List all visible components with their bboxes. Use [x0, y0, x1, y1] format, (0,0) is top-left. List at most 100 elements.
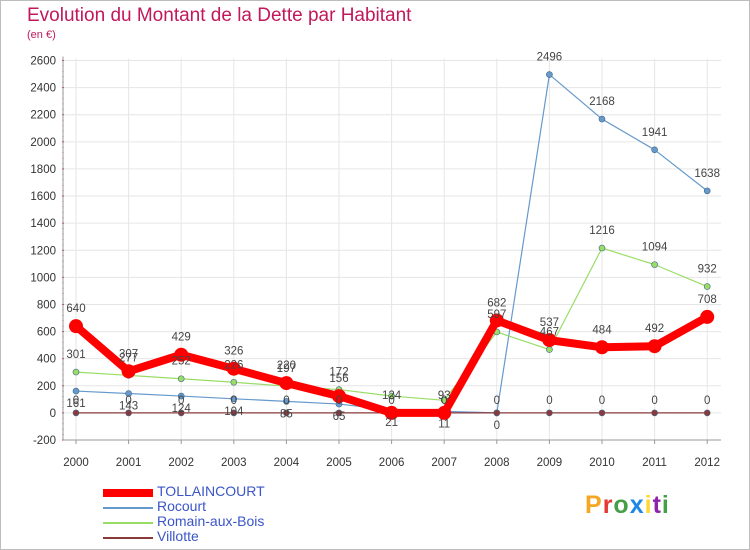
- data-point: [703, 187, 711, 195]
- x-tick-label: 2004: [274, 457, 300, 469]
- data-label: 0: [388, 395, 394, 407]
- data-label: 429: [172, 332, 191, 344]
- data-label: 0: [441, 395, 447, 407]
- x-tick-label: 2008: [484, 457, 510, 469]
- data-point: [121, 364, 136, 379]
- data-point: [651, 146, 658, 154]
- y-tick-label: 400: [37, 354, 56, 366]
- x-tick-label: 2000: [63, 457, 89, 469]
- data-label: 0: [231, 395, 237, 407]
- data-label: 492: [645, 323, 664, 335]
- data-label: 124: [172, 403, 192, 415]
- x-tick-label: 2012: [694, 457, 720, 469]
- x-tick-label: 2002: [168, 457, 194, 469]
- logo-letter: i: [661, 491, 670, 519]
- y-tick-label: 1200: [30, 245, 56, 257]
- data-label: 172: [329, 367, 348, 379]
- x-tick-label: 2001: [116, 457, 142, 469]
- data-label: 0: [494, 395, 500, 407]
- data-label: 0: [651, 395, 657, 407]
- y-tick-label: 200: [37, 381, 56, 393]
- data-point: [598, 409, 606, 417]
- data-point: [595, 340, 609, 355]
- data-label: 326: [224, 346, 243, 358]
- x-tick-label: 2006: [379, 457, 405, 469]
- data-point: [647, 339, 662, 354]
- data-point: [542, 333, 557, 348]
- logo-letter: i: [644, 491, 653, 519]
- data-point: [703, 409, 711, 417]
- data-label: 537: [540, 317, 559, 329]
- data-label: 1638: [694, 168, 720, 180]
- x-tick-label: 2009: [537, 457, 563, 469]
- data-point: [174, 347, 189, 362]
- series-tollaincourt: [69, 309, 715, 420]
- y-tick-label: -200: [33, 435, 56, 447]
- y-tick-label: 2000: [30, 137, 56, 149]
- data-label: 197: [277, 363, 296, 375]
- data-point: [700, 309, 715, 324]
- series-romain-aux-bois: [72, 244, 711, 404]
- y-tick-label: 800: [37, 299, 56, 311]
- legend-swatch: [103, 489, 153, 497]
- logo-letter: o: [613, 491, 630, 519]
- data-point: [177, 409, 185, 417]
- data-label: 220: [277, 360, 296, 372]
- data-point: [72, 368, 80, 376]
- data-label: 307: [119, 348, 138, 360]
- chart-subtitle: (en €): [27, 29, 56, 41]
- data-label: 21: [385, 417, 398, 429]
- data-point: [437, 405, 452, 420]
- logo-letter: t: [652, 491, 662, 519]
- data-label: 467: [540, 327, 559, 339]
- y-tick-label: 1400: [30, 218, 56, 230]
- data-label: 104: [224, 406, 244, 418]
- data-point: [703, 283, 711, 290]
- chart-title: Evolution du Montant de la Dette par Hab…: [27, 5, 412, 26]
- data-label: 1941: [642, 127, 668, 139]
- data-point: [125, 409, 132, 417]
- x-tick-label: 2007: [431, 457, 457, 469]
- data-point: [546, 71, 553, 78]
- data-point: [546, 346, 553, 353]
- data-label: 932: [698, 264, 717, 276]
- data-point: [72, 409, 80, 417]
- data-label: 124: [382, 390, 402, 402]
- legend-swatch: [103, 522, 153, 524]
- data-point: [651, 409, 658, 417]
- data-point: [598, 115, 606, 123]
- x-tick-label: 2005: [326, 457, 352, 469]
- data-label: 708: [698, 294, 717, 306]
- logo-letter: r: [602, 491, 614, 519]
- legend-label: TOLLAINCOURT: [157, 483, 265, 499]
- logo-letter: x: [629, 491, 645, 519]
- data-point: [72, 387, 80, 395]
- data-label: 640: [66, 303, 85, 315]
- data-point: [226, 361, 241, 376]
- data-label: 11: [438, 418, 450, 430]
- y-tick-label: 0: [50, 408, 56, 420]
- data-label: 0: [494, 420, 500, 432]
- data-label: 226: [224, 359, 243, 371]
- data-label: 0: [599, 395, 605, 407]
- data-label: 0: [125, 395, 131, 407]
- data-point: [230, 395, 238, 403]
- data-point: [177, 375, 185, 383]
- data-label: 1216: [589, 225, 615, 237]
- data-point: [546, 409, 553, 417]
- data-label: 85: [280, 408, 293, 420]
- data-label: 0: [73, 395, 79, 407]
- data-label: 2496: [537, 52, 563, 64]
- data-label: 484: [592, 324, 612, 336]
- data-label: 597: [487, 309, 506, 321]
- data-label: 2168: [589, 96, 615, 108]
- data-point: [332, 389, 346, 404]
- data-point: [283, 398, 290, 405]
- y-tick-label: 1000: [30, 272, 56, 284]
- data-label: 0: [178, 395, 184, 407]
- data-point: [598, 244, 606, 252]
- data-label: 161: [66, 398, 85, 410]
- data-point: [384, 405, 399, 420]
- data-point: [230, 409, 238, 417]
